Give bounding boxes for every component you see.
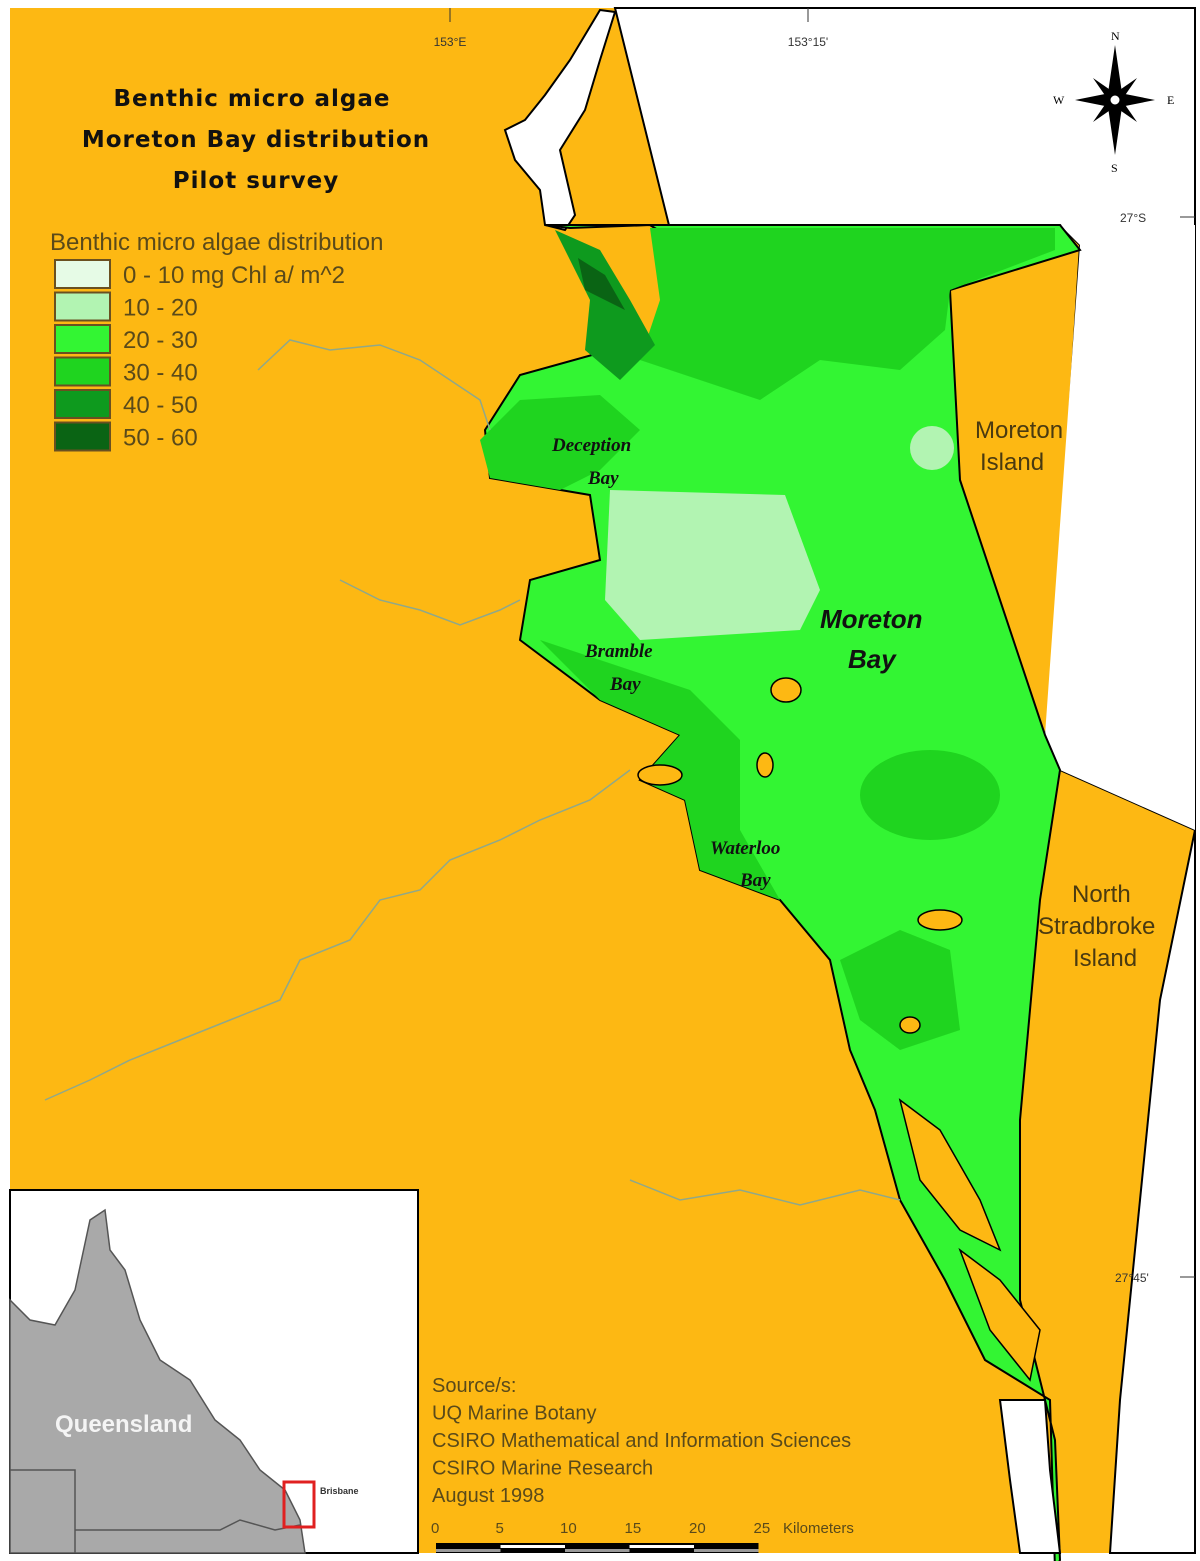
map-title-line-1: Benthic micro algae: [113, 86, 390, 112]
scale-unit: Kilometers: [783, 1520, 854, 1537]
svg-text:N: N: [1111, 29, 1120, 43]
scale-segment-stripe: [436, 1549, 501, 1552]
legend-label: 0 - 10 mg Chl a/ m^2: [123, 262, 345, 289]
source-line: August 1998: [432, 1485, 544, 1507]
zone-10-20: [605, 490, 820, 640]
legend-label: 10 - 20: [123, 295, 198, 322]
north-arrow-icon: N S E W: [1053, 29, 1174, 175]
scale-segment: [565, 1543, 630, 1553]
scale-tick-label: 5: [496, 1520, 504, 1537]
scale-segment-stripe: [694, 1549, 759, 1552]
source-line: CSIRO Marine Research: [432, 1458, 653, 1480]
source-line: Source/s:: [432, 1375, 516, 1397]
legend-swatch: [54, 291, 111, 322]
scale-tick-label: 15: [625, 1520, 642, 1537]
scale-tick-label: 25: [754, 1520, 771, 1537]
label-moreton-island-2: Island: [980, 449, 1044, 476]
source-line: CSIRO Mathematical and Information Scien…: [432, 1430, 851, 1452]
scale-segment: [694, 1543, 759, 1553]
inset-label-queensland: Queensland: [55, 1411, 192, 1438]
zone-30-40: [480, 228, 1055, 1050]
legend-swatch: [54, 421, 111, 452]
graticule-ticks: [449, 8, 1195, 1278]
label-bramble-bay-2: Bay: [609, 674, 641, 695]
lat-label-27-45: 27°45': [1115, 1271, 1149, 1285]
label-moreton-island: Moreton: [975, 417, 1063, 444]
scale-tick-label: 20: [689, 1520, 706, 1537]
label-waterloo-bay-2: Bay: [739, 870, 771, 891]
rivers: [44, 339, 901, 1206]
inset-label-brisbane: Brisbane: [320, 1486, 359, 1496]
scale-tick-label: 0: [431, 1520, 439, 1537]
inset-map: Queensland Brisbane: [9, 1189, 419, 1554]
scale-segment-stripe: [629, 1545, 694, 1548]
southern-channel: [998, 1399, 1062, 1554]
lat-label-27: 27°S: [1120, 211, 1146, 225]
label-deception-bay: Deception: [551, 435, 631, 456]
scale-bar: 0 5 10 15 20 25: [431, 1520, 770, 1553]
scale-segment-stripe: [500, 1545, 565, 1548]
lon-label-153: 153°E: [434, 35, 467, 49]
scale-segment: [436, 1543, 501, 1553]
label-north-stradbroke-2: Stradbroke: [1038, 913, 1155, 940]
map-title-line-3: Pilot survey: [173, 168, 339, 194]
label-moreton-bay-2: Bay: [848, 644, 897, 674]
legend-label: 50 - 60: [123, 425, 198, 452]
label-waterloo-bay: Waterloo: [710, 838, 780, 859]
source-line: UQ Marine Botany: [432, 1403, 597, 1425]
label-north-stradbroke: North: [1072, 881, 1131, 908]
zone-10-20-patch: [910, 426, 954, 470]
label-north-stradbroke-3: Island: [1073, 945, 1137, 972]
svg-text:E: E: [1167, 93, 1174, 107]
legend-label: 30 - 40: [123, 360, 198, 387]
legend: 0 - 10 mg Chl a/ m^2 10 - 20 20 - 30 30 - 4…: [54, 259, 345, 452]
svg-text:S: S: [1111, 161, 1118, 175]
legend-swatch: [54, 259, 111, 289]
map-title-line-2: Moreton Bay distribution: [82, 127, 430, 153]
legend-label: 20 - 30: [123, 327, 198, 354]
label-bramble-bay: Bramble: [584, 641, 653, 662]
legend-swatch: [54, 389, 111, 419]
scale-segment-stripe: [565, 1549, 630, 1552]
lon-label-153-15: 153°15': [788, 35, 828, 49]
sources: Source/s: UQ Marine Botany CSIRO Mathemati…: [432, 1375, 851, 1507]
zone-40-50: [555, 230, 655, 380]
scale-tick-label: 10: [560, 1520, 577, 1537]
legend-swatch: [54, 324, 111, 354]
legend-label: 40 - 50: [123, 392, 198, 419]
bay-islands: [637, 677, 1041, 1382]
inset-location-box: [282, 1480, 316, 1529]
label-moreton-bay: Moreton: [820, 604, 923, 634]
legend-swatch: [54, 356, 111, 387]
label-deception-bay-2: Bay: [587, 468, 619, 489]
svg-text:W: W: [1053, 93, 1065, 107]
zone-50-60: [578, 258, 625, 310]
legend-title: Benthic micro algae distribution: [50, 229, 384, 256]
